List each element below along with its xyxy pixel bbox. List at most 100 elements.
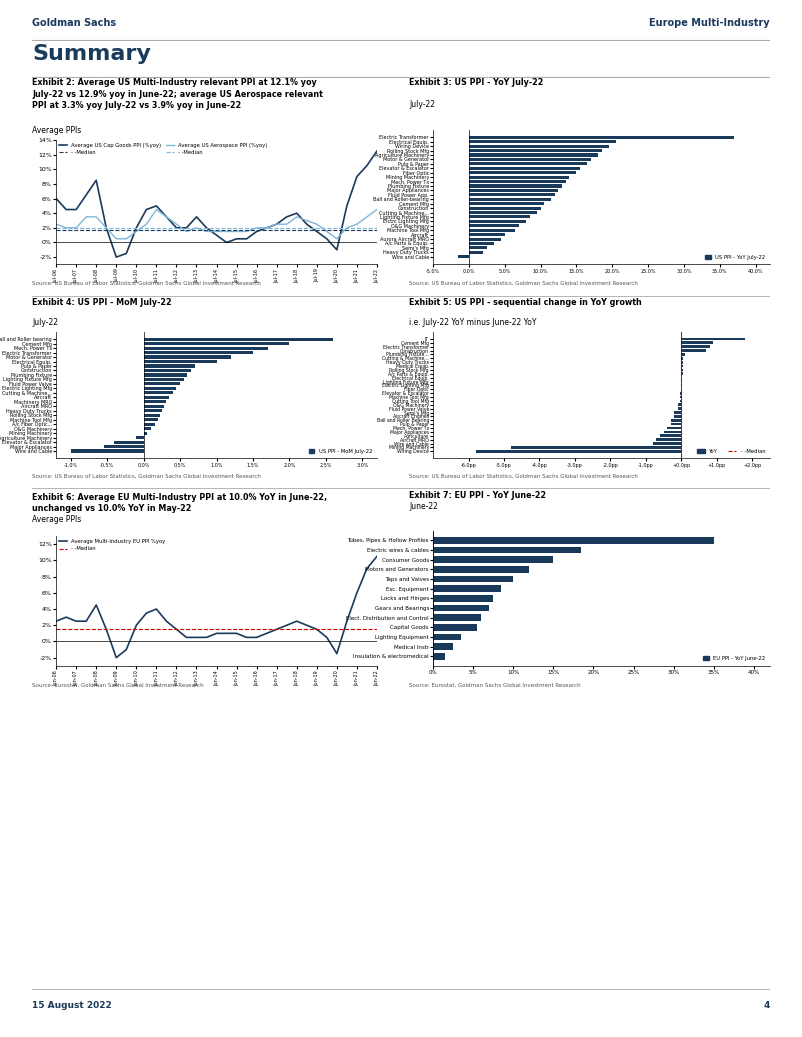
Average US Aerospace PPI (%yoy) — [202, 225, 212, 237]
Average Multi-Industry EU PPI %yoy — [182, 632, 192, 644]
Bar — [469, 216, 530, 219]
Average US Cap Goods PPI (%yoy) — [162, 211, 172, 223]
Average US Cap Goods PPI (%yoy) — [202, 222, 212, 234]
Average US Aerospace PPI (%yoy) — [221, 225, 232, 237]
Average US Aerospace PPI (%yoy) — [182, 225, 192, 237]
Average US Cap Goods PPI (%yoy) — [252, 225, 261, 237]
Text: July-22: July-22 — [32, 317, 58, 327]
Bar — [469, 185, 562, 188]
Bar — [667, 426, 681, 429]
Text: Exhibit 3: US PPI - YoY July-22: Exhibit 3: US PPI - YoY July-22 — [409, 78, 544, 87]
Bar — [679, 396, 681, 398]
Bar — [679, 392, 681, 394]
Average US Cap Goods PPI (%yoy) — [312, 225, 322, 237]
Text: Summary: Summary — [32, 44, 151, 64]
Bar — [511, 446, 681, 449]
Bar — [469, 211, 537, 214]
Text: Source: US Bureau of Labor Statistics, Goldman Sachs Global Investment Research: Source: US Bureau of Labor Statistics, G… — [409, 474, 638, 478]
Average US Cap Goods PPI (%yoy) — [352, 170, 362, 183]
Average US Cap Goods PPI (%yoy) — [111, 251, 121, 263]
Bar — [469, 163, 587, 165]
Average US Cap Goods PPI (%yoy) — [342, 200, 351, 213]
Average US Aerospace PPI (%yoy) — [141, 218, 151, 230]
Average US Aerospace PPI (%yoy) — [71, 222, 81, 234]
Average US Cap Goods PPI (%yoy) — [101, 222, 111, 234]
Bar — [144, 410, 162, 413]
Bar — [144, 431, 148, 435]
Legend: Average Multi-Industry EU PPI %yoy, - -Median: Average Multi-Industry EU PPI %yoy, - -M… — [59, 539, 165, 552]
Bar — [469, 167, 580, 170]
Legend: EU PPI - YoY June-22: EU PPI - YoY June-22 — [701, 654, 768, 663]
Line: Average Multi-Industry EU PPI %yoy: Average Multi-Industry EU PPI %yoy — [56, 557, 377, 657]
Legend: YoY, - -Median: YoY, - -Median — [695, 447, 768, 455]
Bar — [144, 391, 172, 394]
Bar — [144, 360, 217, 363]
Bar — [144, 338, 333, 341]
Average Multi-Industry EU PPI %yoy — [162, 615, 172, 627]
-Median — [61, 222, 71, 234]
Bar — [681, 341, 713, 344]
Average US Aerospace PPI (%yoy) — [122, 232, 132, 245]
Bar — [681, 338, 745, 340]
Bar — [660, 435, 681, 438]
Average US Aerospace PPI (%yoy) — [192, 222, 201, 234]
Average US Cap Goods PPI (%yoy) — [232, 232, 241, 245]
Bar — [681, 365, 683, 367]
Average US Aerospace PPI (%yoy) — [272, 218, 282, 230]
Bar — [433, 614, 481, 621]
Bar — [674, 411, 681, 414]
Bar — [469, 247, 487, 250]
Average US Cap Goods PPI (%yoy) — [91, 174, 101, 187]
Text: Europe Multi-Industry: Europe Multi-Industry — [650, 19, 770, 28]
Bar — [469, 140, 616, 143]
Average US Aerospace PPI (%yoy) — [363, 211, 372, 223]
Text: Average PPIs: Average PPIs — [32, 125, 81, 135]
Text: Exhibit 6: Average EU Multi-Industry PPI at 10.0% YoY in June-22,
unchanged vs 1: Exhibit 6: Average EU Multi-Industry PPI… — [32, 493, 327, 513]
Text: Source: Eurostat, Goldman Sachs Global Investment Research: Source: Eurostat, Goldman Sachs Global I… — [32, 683, 204, 688]
Bar — [144, 364, 195, 367]
Bar — [458, 255, 469, 258]
Legend: Average US Cap Goods PPI (%yoy), - -Median, Average US Aerospace PPI (%yoy), - -: Average US Cap Goods PPI (%yoy), - -Medi… — [59, 143, 268, 156]
Average Multi-Industry EU PPI %yoy — [141, 607, 151, 619]
Average US Cap Goods PPI (%yoy) — [322, 232, 332, 245]
Average Multi-Industry EU PPI %yoy — [111, 651, 121, 664]
Bar — [469, 136, 734, 139]
Bar — [144, 356, 231, 359]
Average Multi-Industry EU PPI %yoy — [332, 647, 342, 660]
Bar — [144, 414, 160, 417]
Bar — [678, 408, 681, 410]
Average US Cap Goods PPI (%yoy) — [272, 218, 282, 230]
Bar — [469, 153, 598, 157]
Bar — [433, 557, 553, 563]
Average US Cap Goods PPI (%yoy) — [221, 236, 232, 249]
Bar — [469, 198, 551, 201]
Bar — [103, 445, 144, 448]
Bar — [657, 439, 681, 441]
Average US Cap Goods PPI (%yoy) — [242, 232, 252, 245]
Average Multi-Industry EU PPI %yoy — [352, 587, 362, 599]
Average US Aerospace PPI (%yoy) — [91, 211, 101, 223]
Average US Cap Goods PPI (%yoy) — [132, 222, 141, 234]
Bar — [71, 449, 144, 452]
Bar — [469, 242, 494, 245]
Bar — [433, 546, 581, 554]
Text: i.e. July-22 YoY minus June-22 YoY: i.e. July-22 YoY minus June-22 YoY — [409, 317, 537, 327]
Bar — [144, 373, 188, 376]
Bar — [469, 237, 501, 241]
Average US Aerospace PPI (%yoy) — [352, 218, 362, 230]
Bar — [144, 346, 268, 349]
Bar — [433, 585, 501, 592]
Bar — [469, 180, 565, 184]
Bar — [663, 430, 681, 433]
Bar — [469, 229, 516, 231]
Bar — [476, 450, 681, 452]
Average US Cap Goods PPI (%yoy) — [182, 222, 192, 234]
Text: Goldman Sachs: Goldman Sachs — [32, 19, 116, 28]
Text: Source: US Bureau of Labor Statistics, Goldman Sachs Global Investment Research: Source: US Bureau of Labor Statistics, G… — [32, 281, 261, 285]
Bar — [433, 634, 461, 640]
Bar — [433, 624, 477, 630]
Average Multi-Industry EU PPI %yoy — [322, 632, 332, 644]
Average US Cap Goods PPI (%yoy) — [152, 200, 161, 213]
Average US Aerospace PPI (%yoy) — [261, 222, 271, 234]
Bar — [469, 171, 577, 174]
